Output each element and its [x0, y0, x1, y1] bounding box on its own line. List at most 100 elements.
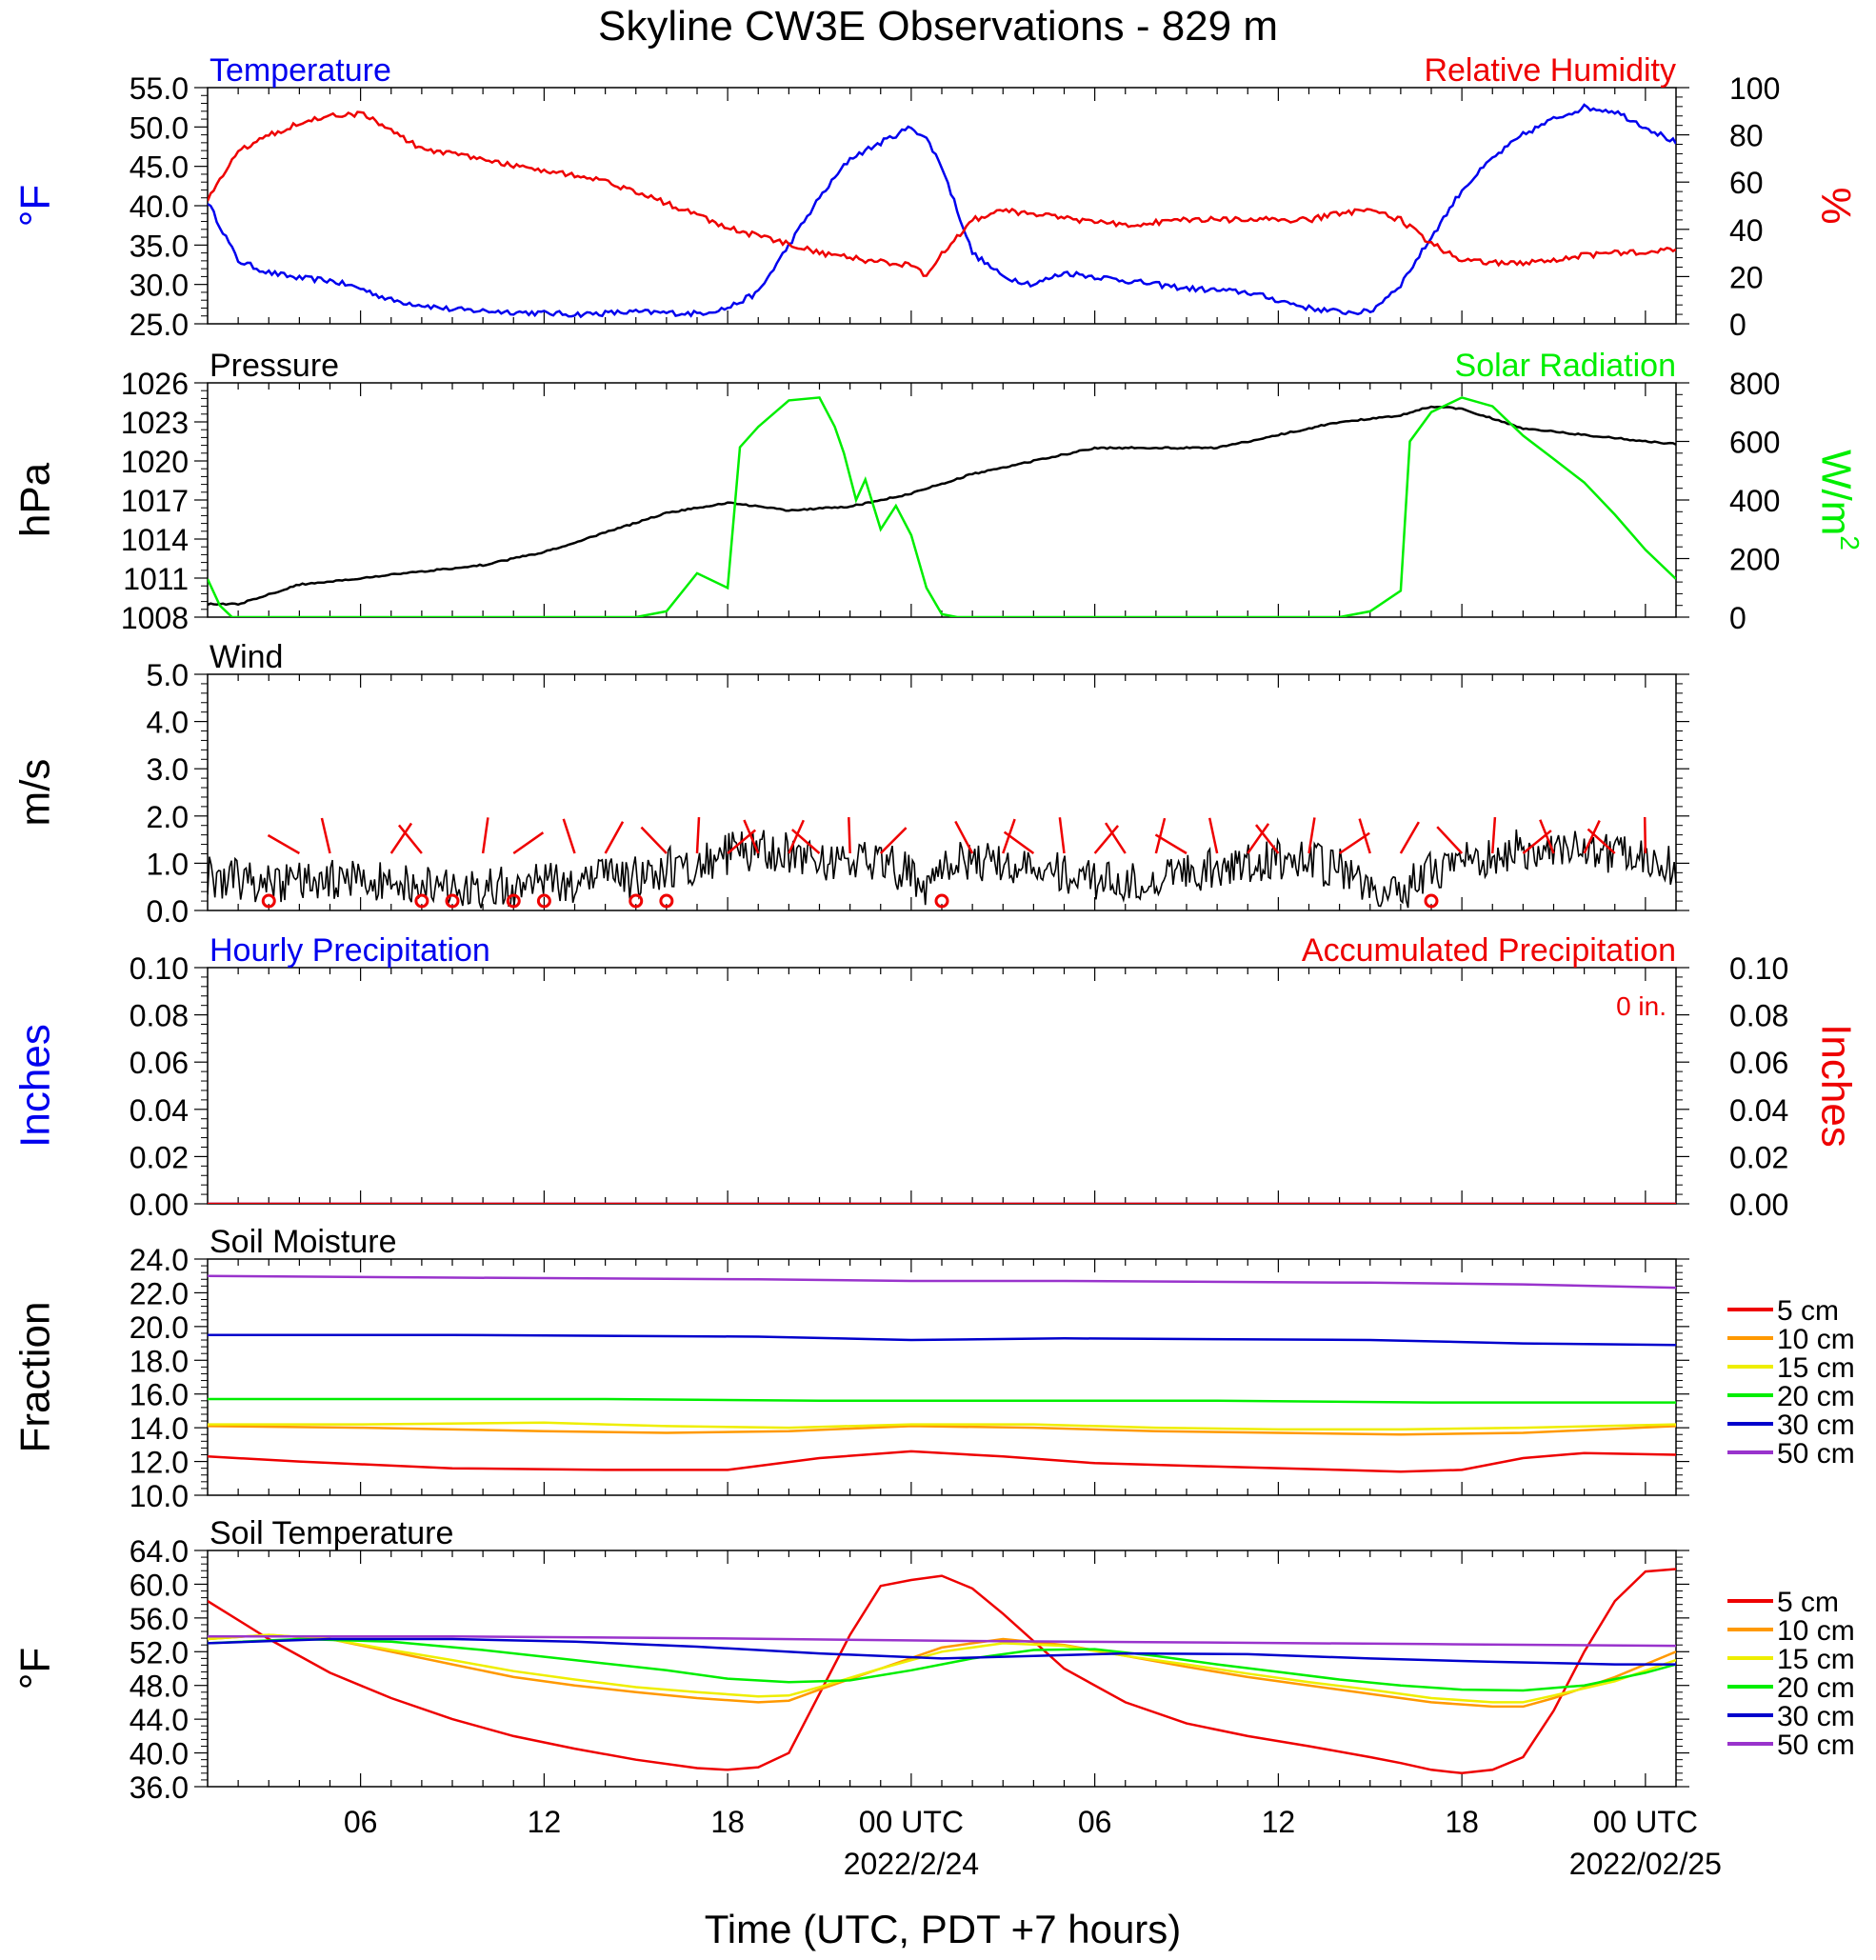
y-tick-label: 1017: [121, 484, 189, 518]
unit-superscript: 2: [1835, 535, 1865, 550]
y-tick-label: 30.0: [130, 269, 189, 303]
panel-title-left: Soil Temperature: [210, 1515, 453, 1551]
panel-title-left: Soil Moisture: [210, 1224, 397, 1260]
legend-label: 50 cm: [1777, 1730, 1855, 1761]
panel-title-left: Hourly Precipitation: [210, 932, 490, 969]
panel-title-right: Relative Humidity: [1424, 52, 1676, 89]
y-tick-label: 40.0: [130, 190, 189, 224]
wind-barb: [1358, 818, 1371, 854]
y-axis-label-left: °F: [12, 185, 59, 227]
x-tick-label: 00 UTC: [1593, 1805, 1698, 1839]
wind-barb: [954, 820, 974, 854]
y-tick-label: 18.0: [130, 1344, 189, 1378]
series-line-15-cm: [208, 1633, 1676, 1704]
wind-barb: [640, 826, 668, 854]
panel-6: 36.040.044.048.052.056.060.064.0 Soil Tem…: [12, 1515, 1855, 1881]
y-tick-label: 20.0: [130, 1310, 189, 1345]
y-tick-label: 0.00: [130, 1188, 189, 1222]
x-tick-label: 06: [344, 1805, 378, 1839]
calm-wind-marker: [536, 893, 551, 909]
plot-frame: [207, 1550, 1677, 1788]
wind-barb: [1587, 828, 1616, 854]
y-tick-label: 1020: [121, 445, 189, 479]
y-tick-label: 1011: [123, 562, 189, 596]
y-tick-label: 22.0: [130, 1276, 189, 1310]
series-line-10-cm: [208, 1425, 1676, 1436]
wind-barb: [562, 818, 576, 854]
y-tick-label: 14.0: [130, 1411, 189, 1446]
panel-1: 25.0 30.0 35.0 40.0 45.0 50.0 55.0 0 20 40 60 80 100…: [12, 52, 1860, 342]
chart-title: Skyline CW3E Observations - 829 m: [598, 3, 1278, 50]
panel-title-left: Wind: [210, 639, 283, 675]
calm-wind-marker: [629, 893, 644, 909]
calm-wind-marker: [445, 893, 460, 909]
panel-annotation: 0 in.: [1616, 991, 1666, 1021]
wind-barb: [267, 833, 300, 855]
wind-barb: [695, 816, 701, 854]
x-tick-label: 00 UTC: [859, 1805, 964, 1839]
series-line-wind: [208, 829, 1676, 909]
y-tick-label-right: 0.00: [1729, 1188, 1788, 1222]
x-tick-label: 12: [1262, 1805, 1296, 1839]
y-tick-label: 0.04: [130, 1093, 189, 1128]
x-tick-label: 18: [1445, 1805, 1479, 1839]
x-date-label: 2022/02/25: [1569, 1847, 1722, 1881]
y-tick-label: 1014: [121, 523, 189, 557]
y-tick-label: 1026: [121, 367, 189, 401]
panel-title-left: Temperature: [210, 52, 391, 89]
panel-title-left: Pressure: [210, 348, 339, 384]
x-date-label: 2022/2/24: [844, 1847, 979, 1881]
wind-barb: [848, 816, 851, 854]
y-tick-label: 1023: [121, 406, 189, 440]
calm-wind-marker: [934, 893, 949, 909]
series-line-30-cm: [208, 1333, 1676, 1347]
y-axis-label-left: m/s: [12, 759, 59, 827]
wind-barb: [397, 824, 423, 854]
wind-barb: [481, 817, 489, 854]
plot-frame: [207, 87, 1677, 325]
y-tick-label-right: 0: [1729, 601, 1746, 635]
wind-barb: [1436, 826, 1464, 854]
legend-label: 20 cm: [1777, 1381, 1855, 1412]
y-tick-label-right: 0: [1729, 308, 1746, 342]
y-tick-label: 64.0: [130, 1534, 189, 1569]
wind-barb: [791, 829, 821, 854]
y-tick-label-right: 0.02: [1729, 1140, 1788, 1174]
series-line-10-cm: [208, 1633, 1676, 1709]
y-tick-label-right: 40: [1729, 213, 1764, 248]
y-tick-label: 0.0: [147, 894, 189, 929]
x-tick-label: 06: [1078, 1805, 1112, 1839]
series-group: [208, 396, 1676, 617]
series-line-relative-humidity: [208, 110, 1676, 277]
wind-barb: [1539, 819, 1555, 854]
legend-label: 5 cm: [1777, 1295, 1839, 1327]
y-tick-label-right: 0.10: [1729, 951, 1788, 986]
y-tick-label: 35.0: [130, 229, 189, 263]
series-group: [208, 1568, 1676, 1775]
y-tick-label-right: 800: [1729, 367, 1780, 401]
x-tick-label: 12: [528, 1805, 562, 1839]
y-tick-label-right: 0.06: [1729, 1046, 1788, 1080]
y-tick-label: 2.0: [147, 800, 189, 834]
y-tick-label: 3.0: [147, 752, 189, 787]
wind-barb: [604, 821, 625, 854]
y-tick-label: 0.06: [130, 1046, 189, 1080]
y-tick-label-right: 0.04: [1729, 1093, 1788, 1128]
y-axis-label-left: Inches: [12, 1024, 59, 1148]
wind-barb: [879, 827, 908, 854]
wind-barb: [1058, 817, 1066, 854]
series-group: [208, 829, 1676, 909]
legend-label: 10 cm: [1777, 1324, 1855, 1355]
panel-title-right: Solar Radiation: [1455, 348, 1676, 384]
x-axis-label: Time (UTC, PDT +7 hours): [705, 1907, 1182, 1951]
wind-barb: [1208, 817, 1219, 854]
y-axis-label-left: °F: [12, 1648, 59, 1690]
y-tick-label: 1.0: [147, 847, 189, 881]
x-tick-label: 18: [710, 1805, 745, 1839]
y-axis-label-right: W/m2: [1812, 450, 1865, 550]
series-line-5-cm: [208, 1568, 1676, 1775]
y-tick-label: 0.10: [130, 951, 189, 986]
wind-barb: [1583, 820, 1601, 854]
